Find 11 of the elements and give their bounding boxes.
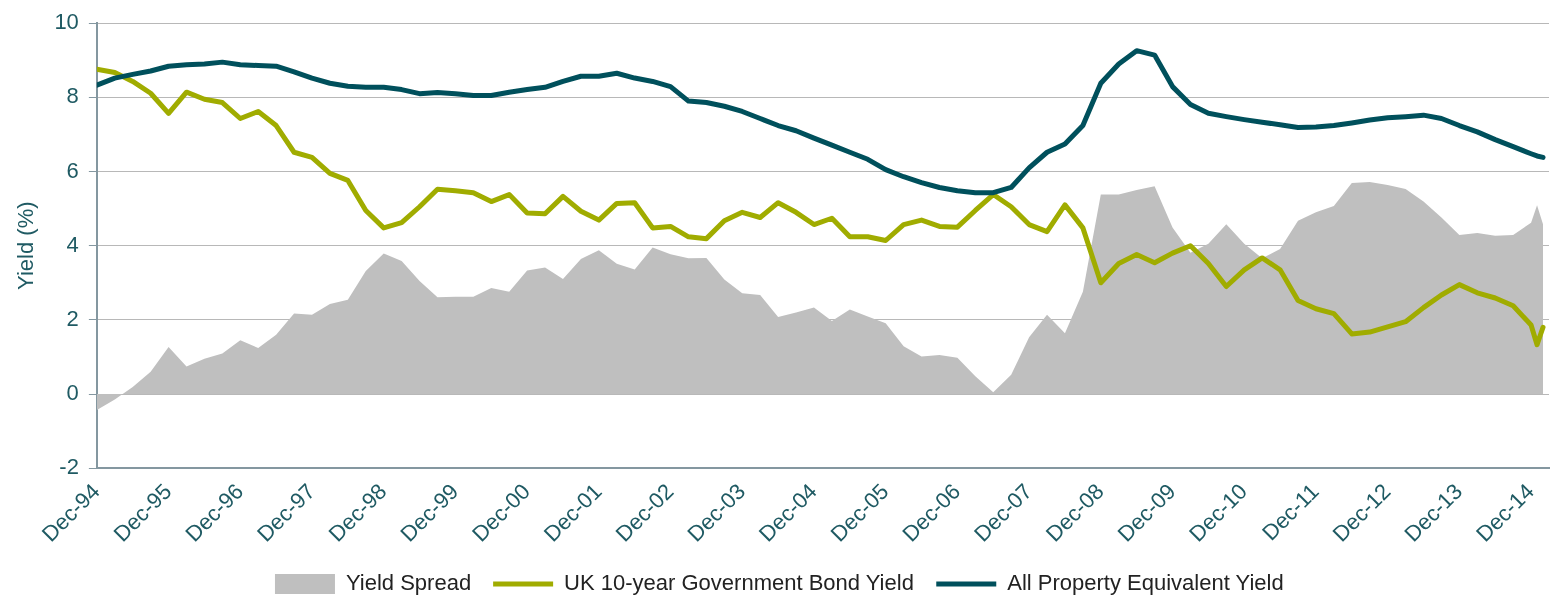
y-axis-title: Yield (%): [13, 201, 39, 290]
legend-label: All Property Equivalent Yield: [1007, 570, 1284, 596]
y-tick-label: 10: [54, 9, 79, 35]
legend-label: UK 10-year Government Bond Yield: [564, 570, 914, 596]
legend-label: Yield Spread: [345, 570, 472, 596]
y-tick-label: 6: [66, 157, 79, 183]
y-tick-label: -2: [59, 454, 79, 480]
y-tick-label: 8: [66, 83, 79, 109]
y-tick-label: 2: [66, 305, 79, 331]
y-tick-label: 0: [66, 380, 79, 406]
y-tick-label: 4: [66, 231, 79, 257]
